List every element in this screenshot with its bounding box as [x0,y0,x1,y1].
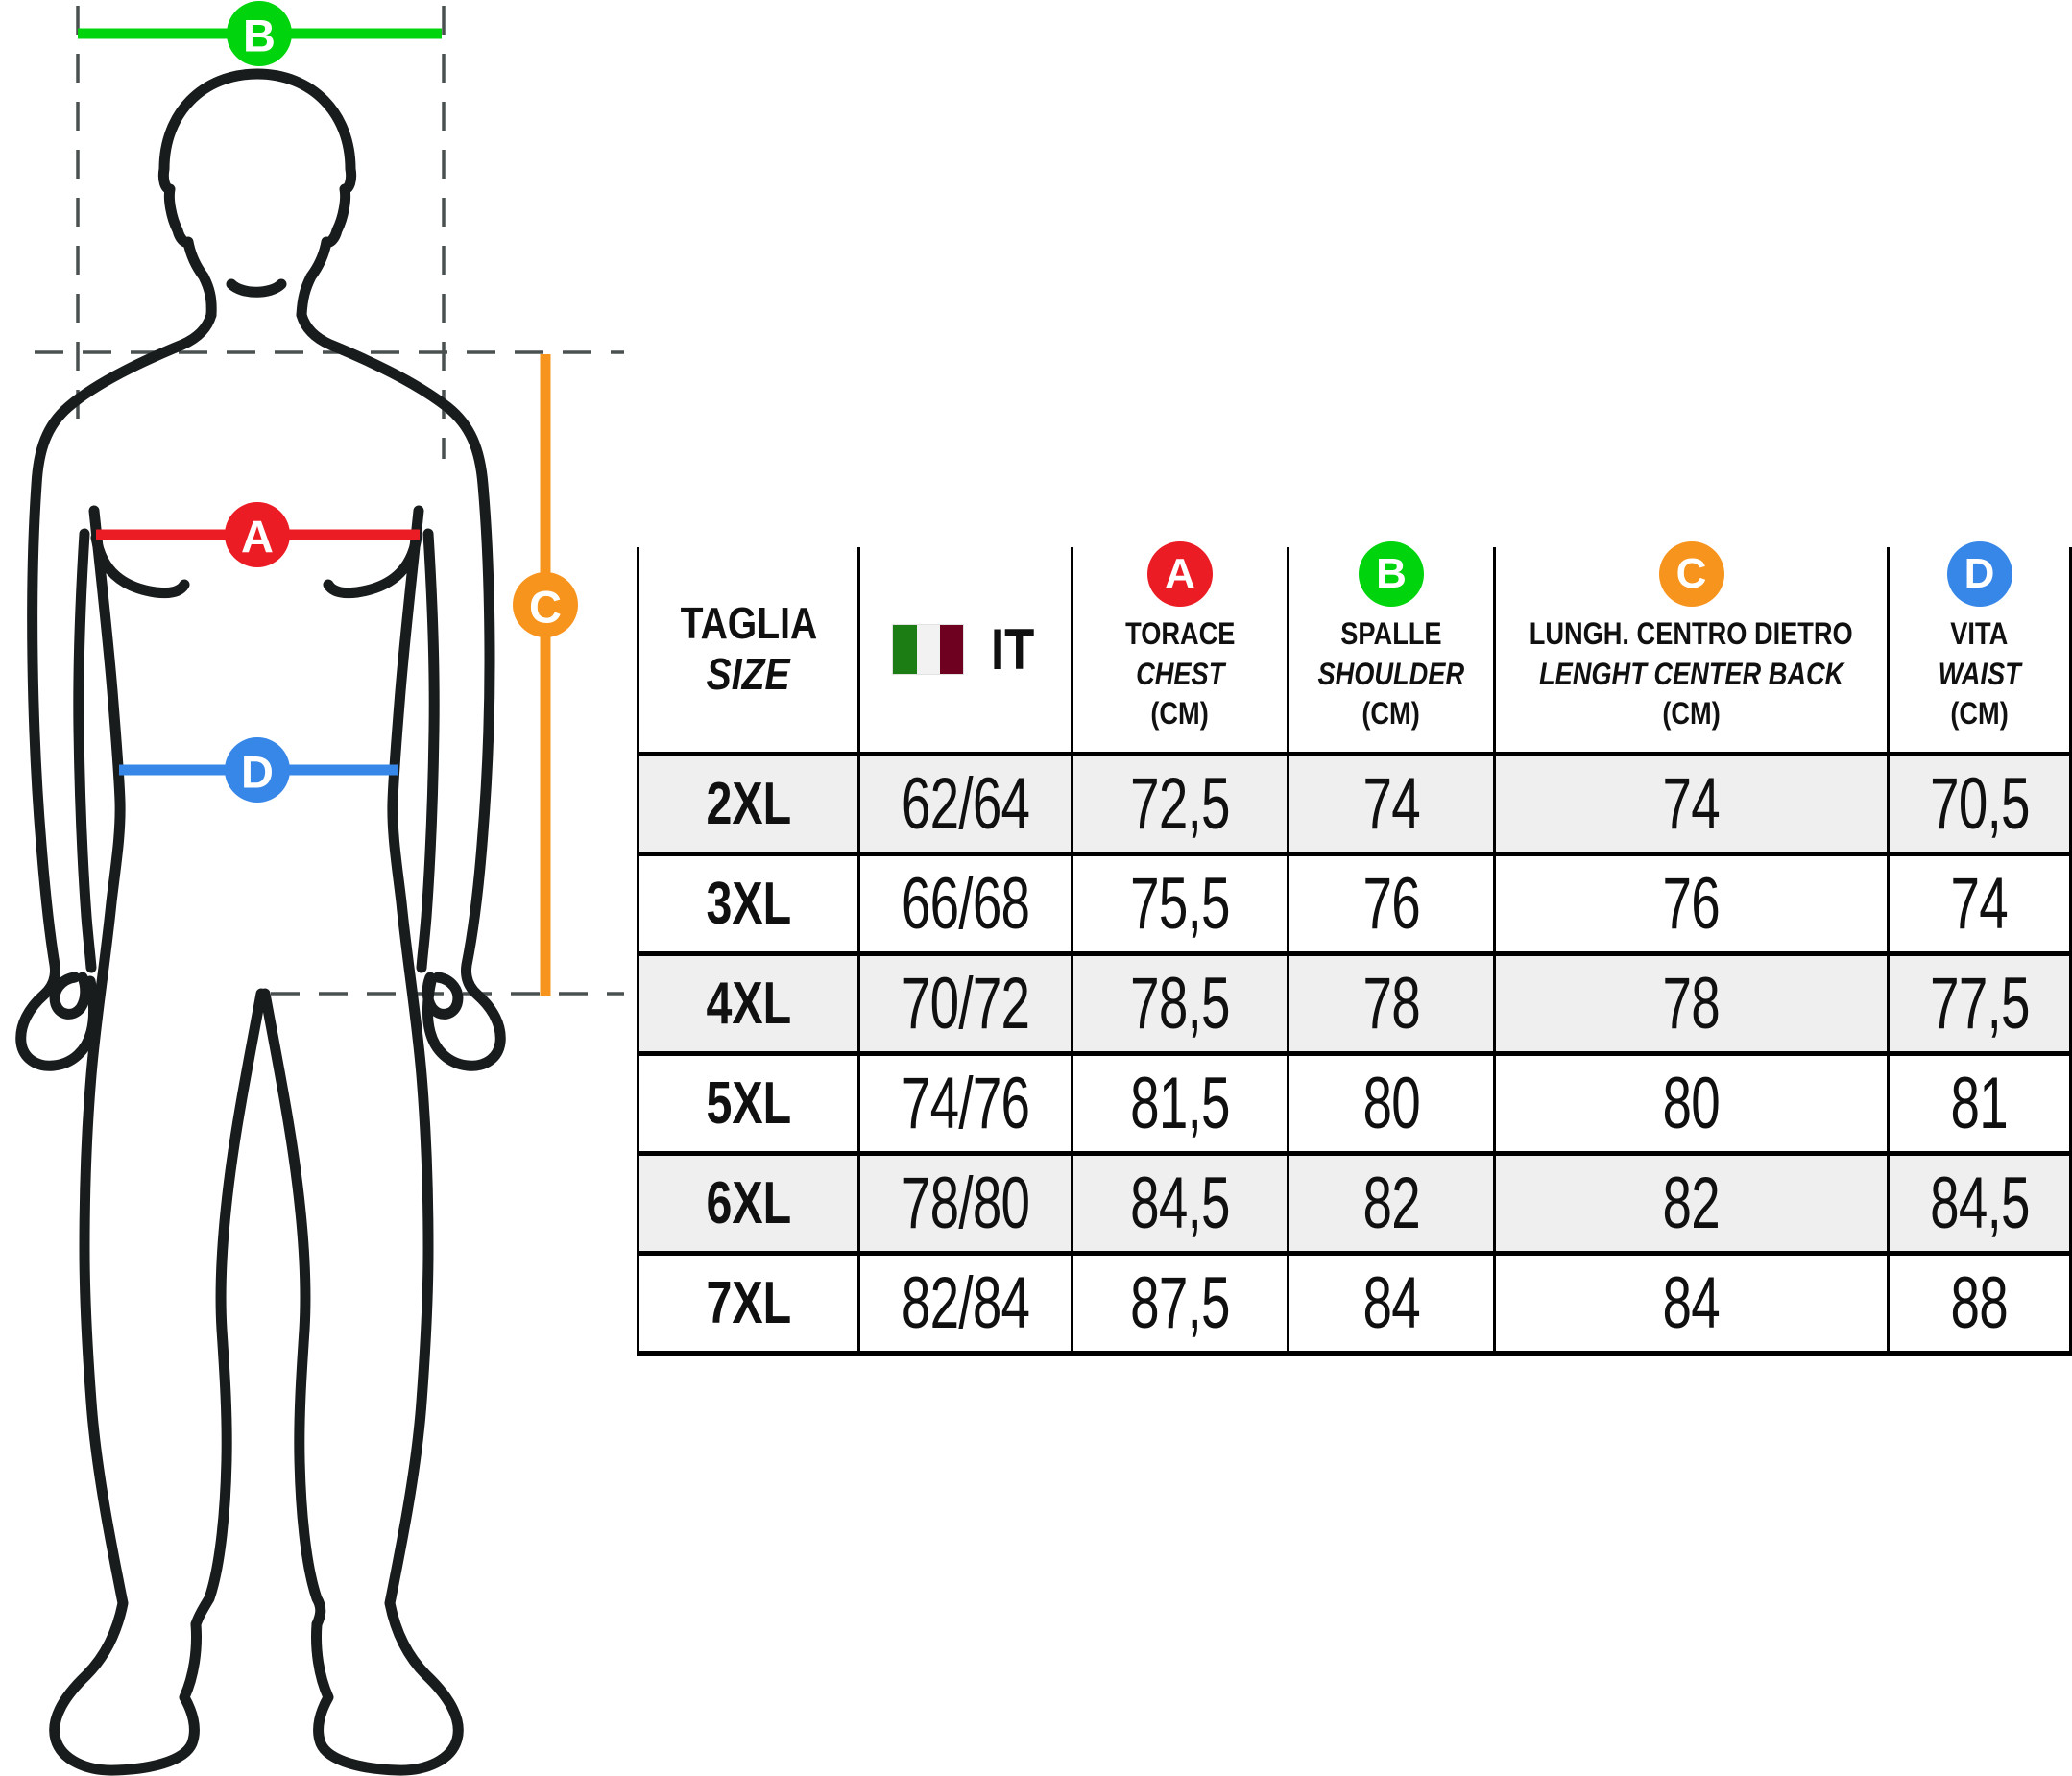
size-row-2xl: 2XL 62/64 72,5 74 74 70,5 [637,751,2072,856]
right-pec-line [323,532,422,599]
right-torso-leg [311,505,464,1776]
shoulder-cell: 78 [1287,950,1496,1056]
size-table: TAGLIA SIZE IT A [637,541,2072,1356]
right-thumb [422,972,464,1020]
measure-letter-d: D [241,747,274,798]
right-inner-leg [259,988,326,1630]
size-cell: 4XL [637,950,860,1056]
waist-cell: 70,5 [1887,751,2072,856]
left-arm-outline [15,309,217,1071]
body-measurement-figure: B A C D [15,1,624,1776]
dashed-guides [35,6,624,996]
measure-letter-c: C [529,582,562,633]
shoulder-cell: 80 [1287,1050,1496,1156]
left-pec-line [90,532,190,599]
taglia-label: TAGLIA [680,598,817,649]
size-cell: 3XL [637,851,860,956]
right-arm-outline [296,309,506,1071]
chest-column-header: A TORACE CHEST (CM) [1071,541,1289,756]
left-torso-leg [49,505,202,1776]
waist-cell: 74 [1887,851,2072,956]
size-cell: 2XL [637,751,860,856]
center-back-cell: 80 [1493,1050,1890,1156]
size-cell: 7XL [637,1250,860,1356]
size-row-3xl: 3XL 66/68 75,5 76 76 74 [637,851,2072,956]
size-row-6xl: 6XL 78/80 84,5 82 82 84,5 [637,1150,2072,1256]
measure-badge-d [225,737,290,803]
waist-cell: 77,5 [1887,950,2072,1056]
shoulder-cell: 74 [1287,751,1496,856]
center-back-cell: 84 [1493,1250,1890,1356]
body-outline [15,68,506,1776]
size-column-header: TAGLIA SIZE [637,547,860,756]
waist-cell: 84,5 [1887,1150,2072,1256]
it-size-cell: 62/64 [857,751,1073,856]
italy-flag-icon [892,623,965,675]
measure-letter-b: B [243,11,276,61]
marker-b-badge: B [1359,541,1424,608]
size-row-5xl: 5XL 74/76 81,5 80 80 81 [637,1050,2072,1156]
size-row-7xl: 7XL 82/84 87,5 84 84 88 [637,1250,2072,1356]
left-inner-leg [190,988,267,1630]
shoulder-cell: 82 [1287,1150,1496,1256]
center-back-cell: 74 [1493,751,1890,856]
country-column-header: IT [857,547,1073,756]
left-inner-arm [73,528,97,973]
chest-cell: 72,5 [1071,751,1289,856]
chest-cell: 75,5 [1071,851,1289,956]
measure-letter-a: A [241,512,274,563]
it-size-cell: 82/84 [857,1250,1073,1356]
header-row: TAGLIA SIZE IT A [637,541,2072,756]
size-label: SIZE [707,649,790,700]
chest-cell: 87,5 [1071,1250,1289,1356]
marker-a-badge: A [1147,541,1213,608]
waist-cell: 81 [1887,1050,2072,1156]
waist-column-header: D VITA WAIST (CM) [1887,541,2072,756]
right-inner-arm [416,528,440,973]
shoulder-cell: 84 [1287,1250,1496,1356]
measure-badge-c [513,572,578,637]
center-back-column-header: C LUNGH. CENTRO DIETRO LENGHT CENTER BAC… [1493,541,1890,756]
it-size-cell: 70/72 [857,950,1073,1056]
chest-cell: 84,5 [1071,1150,1289,1256]
size-cell: 5XL [637,1050,860,1156]
marker-c-badge: C [1658,541,1724,608]
it-size-cell: 66/68 [857,851,1073,956]
head-outline [157,68,357,321]
center-back-cell: 78 [1493,950,1890,1056]
measure-markers: B A C D [78,1,578,996]
chin-line [226,278,287,298]
marker-d-badge: D [1946,541,2012,608]
measure-badge-b [227,1,292,66]
it-size-cell: 74/76 [857,1050,1073,1156]
chest-cell: 78,5 [1071,950,1289,1056]
country-it-label: IT [991,616,1035,682]
shoulder-cell: 76 [1287,851,1496,956]
waist-cell: 88 [1887,1250,2072,1356]
size-cell: 6XL [637,1150,860,1256]
measure-badge-a [225,502,290,567]
center-back-cell: 82 [1493,1150,1890,1256]
left-thumb [49,972,91,1020]
it-size-cell: 78/80 [857,1150,1073,1256]
shoulder-column-header: B SPALLE SHOULDER (CM) [1287,541,1496,756]
center-back-cell: 76 [1493,851,1890,956]
chest-cell: 81,5 [1071,1050,1289,1156]
size-row-4xl: 4XL 70/72 78,5 78 78 77,5 [637,950,2072,1056]
